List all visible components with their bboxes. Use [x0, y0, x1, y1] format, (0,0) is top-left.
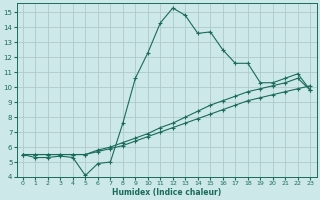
X-axis label: Humidex (Indice chaleur): Humidex (Indice chaleur): [112, 188, 221, 197]
